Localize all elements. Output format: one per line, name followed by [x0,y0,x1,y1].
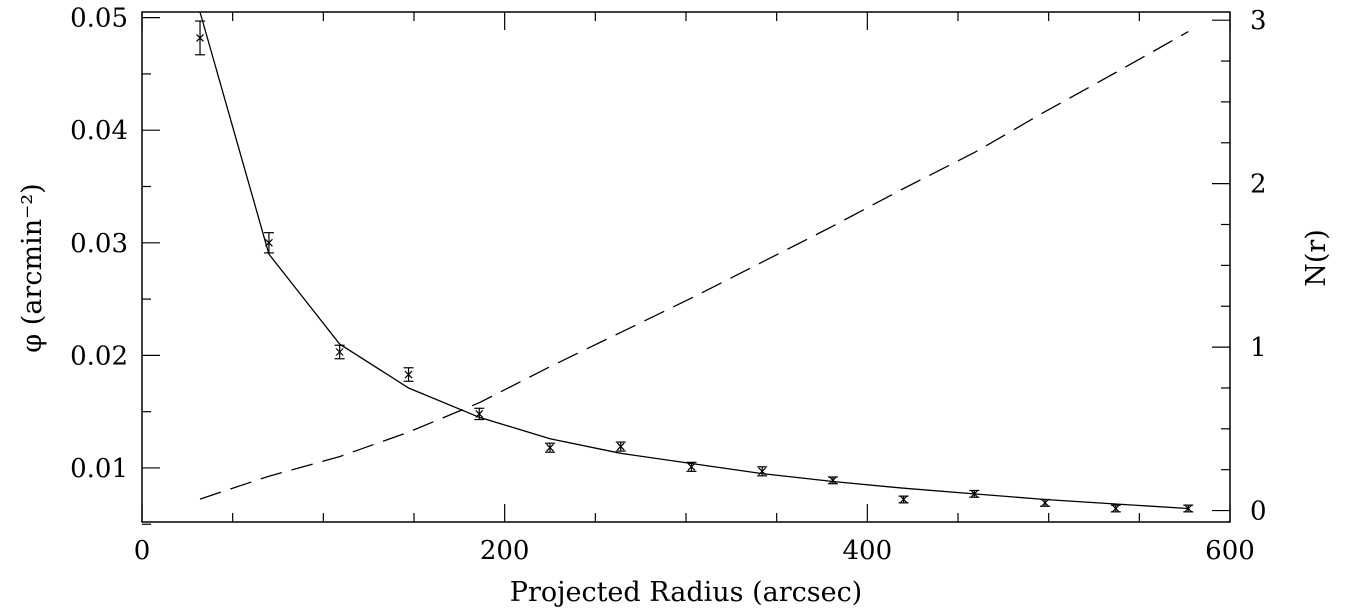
x-marker [404,370,413,379]
model-curve [199,11,1189,510]
x-marker [899,495,908,504]
axis-ticks [141,12,1231,525]
plot-area [195,11,1194,513]
x-marker [546,443,554,452]
data-point [757,466,768,477]
x-marker [828,476,837,485]
x-tick-label: 0 [134,536,151,566]
data-point [1110,504,1121,513]
data-point [615,441,626,452]
y-tick-label: 0.05 [70,4,128,34]
y-axis-title: φ (arcmin⁻²) [17,183,48,352]
x-marker [616,442,625,451]
x-marker [196,33,204,42]
x-marker [1041,498,1049,507]
y2-tick-label: 2 [1250,170,1267,200]
y2-axis-title: N(r) [1301,229,1332,287]
x-tick-label: 400 [843,536,893,566]
data-point [334,344,345,360]
y2-tick-label: 1 [1250,333,1267,363]
y2-tick-label: 3 [1250,6,1267,36]
x-axis-title: Projected Radius (arcsec) [510,577,862,608]
x-marker [1111,504,1120,513]
x-tick-label: 600 [1205,536,1255,566]
data-point [898,495,909,504]
y-tick-label: 0.04 [70,116,128,146]
x-tick-label: 200 [480,536,530,566]
data-point [686,461,697,472]
x-marker [335,348,344,356]
data-point [195,20,206,56]
plot-frame [141,11,1231,523]
y-tick-label: 0.02 [70,341,128,371]
tick-labels: 0 200 400 600 0.01 0.02 0.03 0.04 0.05 0 1 2 3 [70,4,1266,566]
data-point [1040,498,1051,507]
y-tick-label: 0.01 [70,454,128,484]
y2-tick-label: 0 [1250,497,1267,527]
data-point [403,367,414,382]
data-point [827,476,838,485]
data-point [545,442,555,453]
x-marker [687,462,696,471]
cumulative-curve [199,31,1189,500]
y-tick-label: 0.03 [70,229,128,259]
